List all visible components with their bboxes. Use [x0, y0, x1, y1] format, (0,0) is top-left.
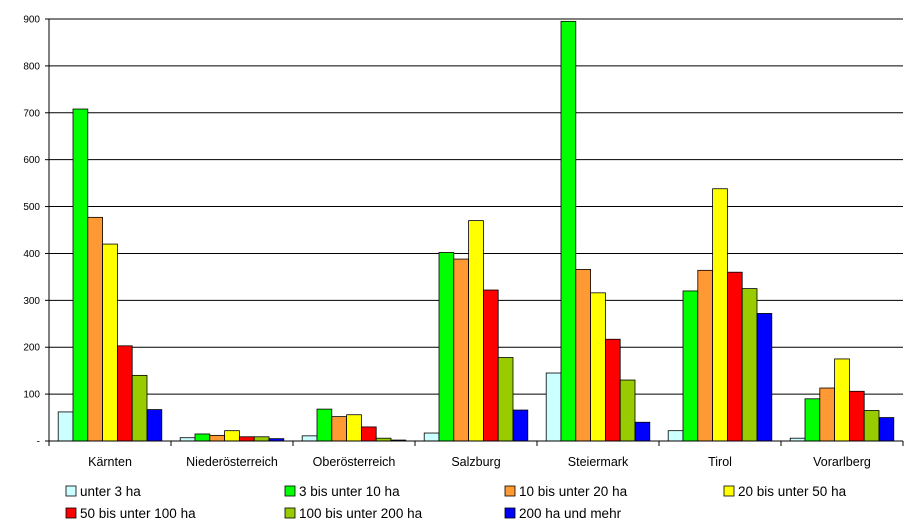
bar [72, 108, 89, 442]
legend: unter 3 ha 3 bis unter 10 ha 10 bis unter … [65, 484, 847, 521]
bar [756, 313, 773, 442]
bar [194, 433, 211, 442]
x-tick-label: Oberösterreich [313, 455, 396, 469]
bar [238, 436, 255, 442]
bar [545, 372, 562, 442]
bar [331, 416, 347, 442]
y-tick-label: 300 [23, 296, 40, 307]
y-tick-label: 700 [23, 108, 40, 119]
bar [360, 426, 377, 442]
y-tick-label: 600 [23, 155, 40, 166]
legend-label: 50 bis unter 100 ha [80, 506, 196, 521]
bar [146, 409, 163, 442]
bar [863, 410, 880, 442]
y-axis-tick-labels: - 100 200 300 400 500 600 700 800 900 [23, 15, 40, 448]
bar [253, 436, 270, 442]
y-tick-label: 800 [23, 61, 40, 72]
legend-label: 3 bis unter 10 ha [299, 484, 400, 499]
bar [468, 220, 484, 442]
bar [560, 20, 577, 442]
bar [316, 408, 333, 442]
bar [619, 379, 636, 442]
legend-swatch [504, 485, 516, 497]
bar [224, 430, 240, 442]
bar [697, 269, 713, 442]
legend-label: unter 3 ha [80, 484, 141, 499]
x-tick-label: Niederösterreich [186, 455, 278, 469]
bar [57, 411, 74, 442]
axes [48, 19, 904, 446]
bar [346, 414, 362, 442]
bar [819, 387, 835, 442]
x-tick-label: Salzburg [451, 455, 500, 469]
x-tick-label: Kärnten [88, 455, 132, 469]
y-tick-label: 100 [23, 390, 40, 401]
x-tick-label: Steiermark [568, 455, 629, 469]
bar [497, 357, 514, 442]
bar [423, 432, 440, 442]
bar [804, 398, 821, 442]
bar [682, 290, 699, 442]
legend-label: 20 bis unter 50 ha [738, 484, 847, 499]
bars [57, 20, 895, 442]
bar [575, 268, 591, 442]
legend-swatch [65, 507, 77, 519]
x-tick-label: Tirol [708, 455, 732, 469]
bar [667, 430, 684, 442]
bar [727, 271, 743, 442]
bar [453, 258, 469, 442]
bar [634, 421, 651, 442]
bar [590, 292, 606, 442]
bar [438, 252, 455, 442]
legend-swatch [723, 485, 735, 497]
bar [605, 338, 621, 442]
bar [834, 358, 850, 442]
y-tick-label: 900 [23, 15, 40, 26]
bar [102, 243, 118, 442]
x-axis-tick-labels: Kärnten Niederösterreich Oberösterreich Sal… [88, 455, 871, 469]
y-tick-label: 400 [23, 249, 40, 260]
y-tick-label: 200 [23, 343, 40, 354]
bar [131, 374, 148, 442]
legend-swatch [65, 485, 77, 497]
legend-swatch [504, 507, 516, 519]
bar [209, 434, 226, 442]
bar [878, 417, 895, 442]
bar [301, 435, 318, 442]
x-tick-label: Vorarlberg [813, 455, 871, 469]
legend-label: 100 bis unter 200 ha [299, 506, 423, 521]
bar [512, 409, 529, 442]
bar [482, 289, 499, 442]
y-tick-label: - [37, 437, 40, 448]
bar [117, 345, 133, 442]
bar [849, 390, 865, 442]
legend-swatch [284, 507, 296, 519]
legend-label: 200 ha und mehr [519, 506, 622, 521]
legend-swatch [284, 485, 296, 497]
bar [712, 188, 728, 442]
bar [741, 288, 758, 442]
legend-label: 10 bis unter 20 ha [519, 484, 628, 499]
y-tick-label: 500 [23, 202, 40, 213]
bar [87, 216, 104, 442]
